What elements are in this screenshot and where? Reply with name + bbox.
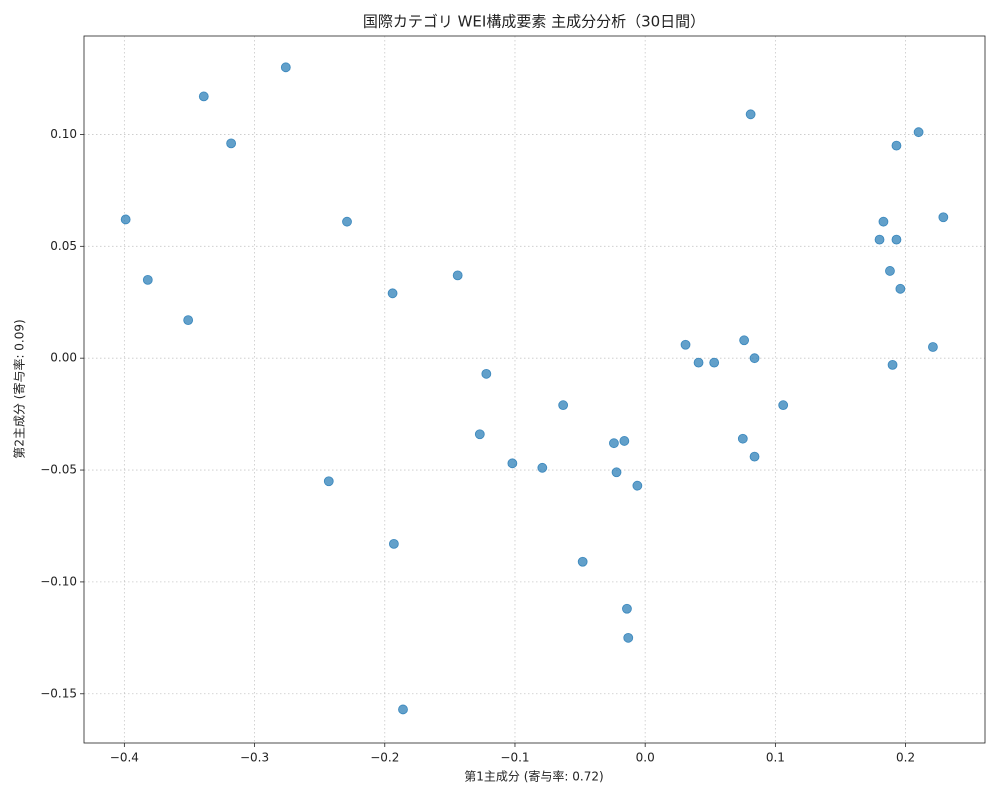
y-tick-label: 0.00 <box>50 351 77 365</box>
point <box>928 342 938 352</box>
point <box>878 216 889 227</box>
point <box>745 109 756 120</box>
point <box>323 476 334 487</box>
point <box>885 266 895 276</box>
point <box>709 357 720 368</box>
point <box>537 462 548 473</box>
y-tick-label: 0.10 <box>50 127 77 141</box>
x-axis-label: 第1主成分 (寄与率: 0.72) <box>464 769 603 784</box>
point <box>577 556 588 567</box>
x-tick-label: 0.2 <box>896 751 915 765</box>
y-tick-label: −0.05 <box>40 463 77 477</box>
x-tick-label: −0.1 <box>500 751 529 765</box>
x-tick-label: −0.2 <box>370 751 399 765</box>
y-axis-label: 第2主成分 (寄与率: 0.09) <box>12 319 27 458</box>
grid <box>84 36 985 743</box>
point <box>183 315 194 326</box>
chart-title: 国際カテゴリ WEI構成要素 主成分分析（30日間） <box>363 13 705 31</box>
point <box>142 274 153 285</box>
y-tick-label: −0.10 <box>40 574 77 588</box>
point <box>507 458 518 469</box>
point <box>398 704 408 715</box>
point <box>632 480 643 491</box>
point <box>622 603 632 614</box>
point <box>280 62 291 73</box>
point <box>749 353 760 364</box>
point <box>737 433 748 444</box>
point <box>623 632 634 643</box>
point <box>481 368 492 379</box>
point <box>387 288 398 299</box>
x-tick-label: −0.4 <box>110 751 139 765</box>
point <box>913 127 924 138</box>
point <box>226 138 237 149</box>
point <box>938 212 949 223</box>
point <box>452 270 463 281</box>
point <box>609 438 619 449</box>
point <box>680 339 691 350</box>
x-tick-label: 0.0 <box>636 751 655 765</box>
point <box>778 400 789 411</box>
point <box>198 91 209 102</box>
point <box>739 335 750 346</box>
point <box>474 429 485 440</box>
point <box>388 538 399 549</box>
point <box>887 359 898 370</box>
point <box>342 216 352 227</box>
plot-frame <box>83 35 986 744</box>
point <box>120 214 131 225</box>
point <box>558 400 569 411</box>
points <box>120 62 949 715</box>
point <box>619 436 630 446</box>
y-tick-label: −0.15 <box>40 686 77 700</box>
x-tick-label: 0.1 <box>766 751 785 765</box>
point <box>611 467 622 478</box>
y-tick-label: 0.05 <box>50 239 77 253</box>
point <box>874 234 885 245</box>
point <box>895 283 906 294</box>
point <box>891 140 902 151</box>
point <box>693 357 704 368</box>
x-tick-label: −0.3 <box>240 751 269 765</box>
point <box>749 451 760 462</box>
point <box>891 234 902 245</box>
